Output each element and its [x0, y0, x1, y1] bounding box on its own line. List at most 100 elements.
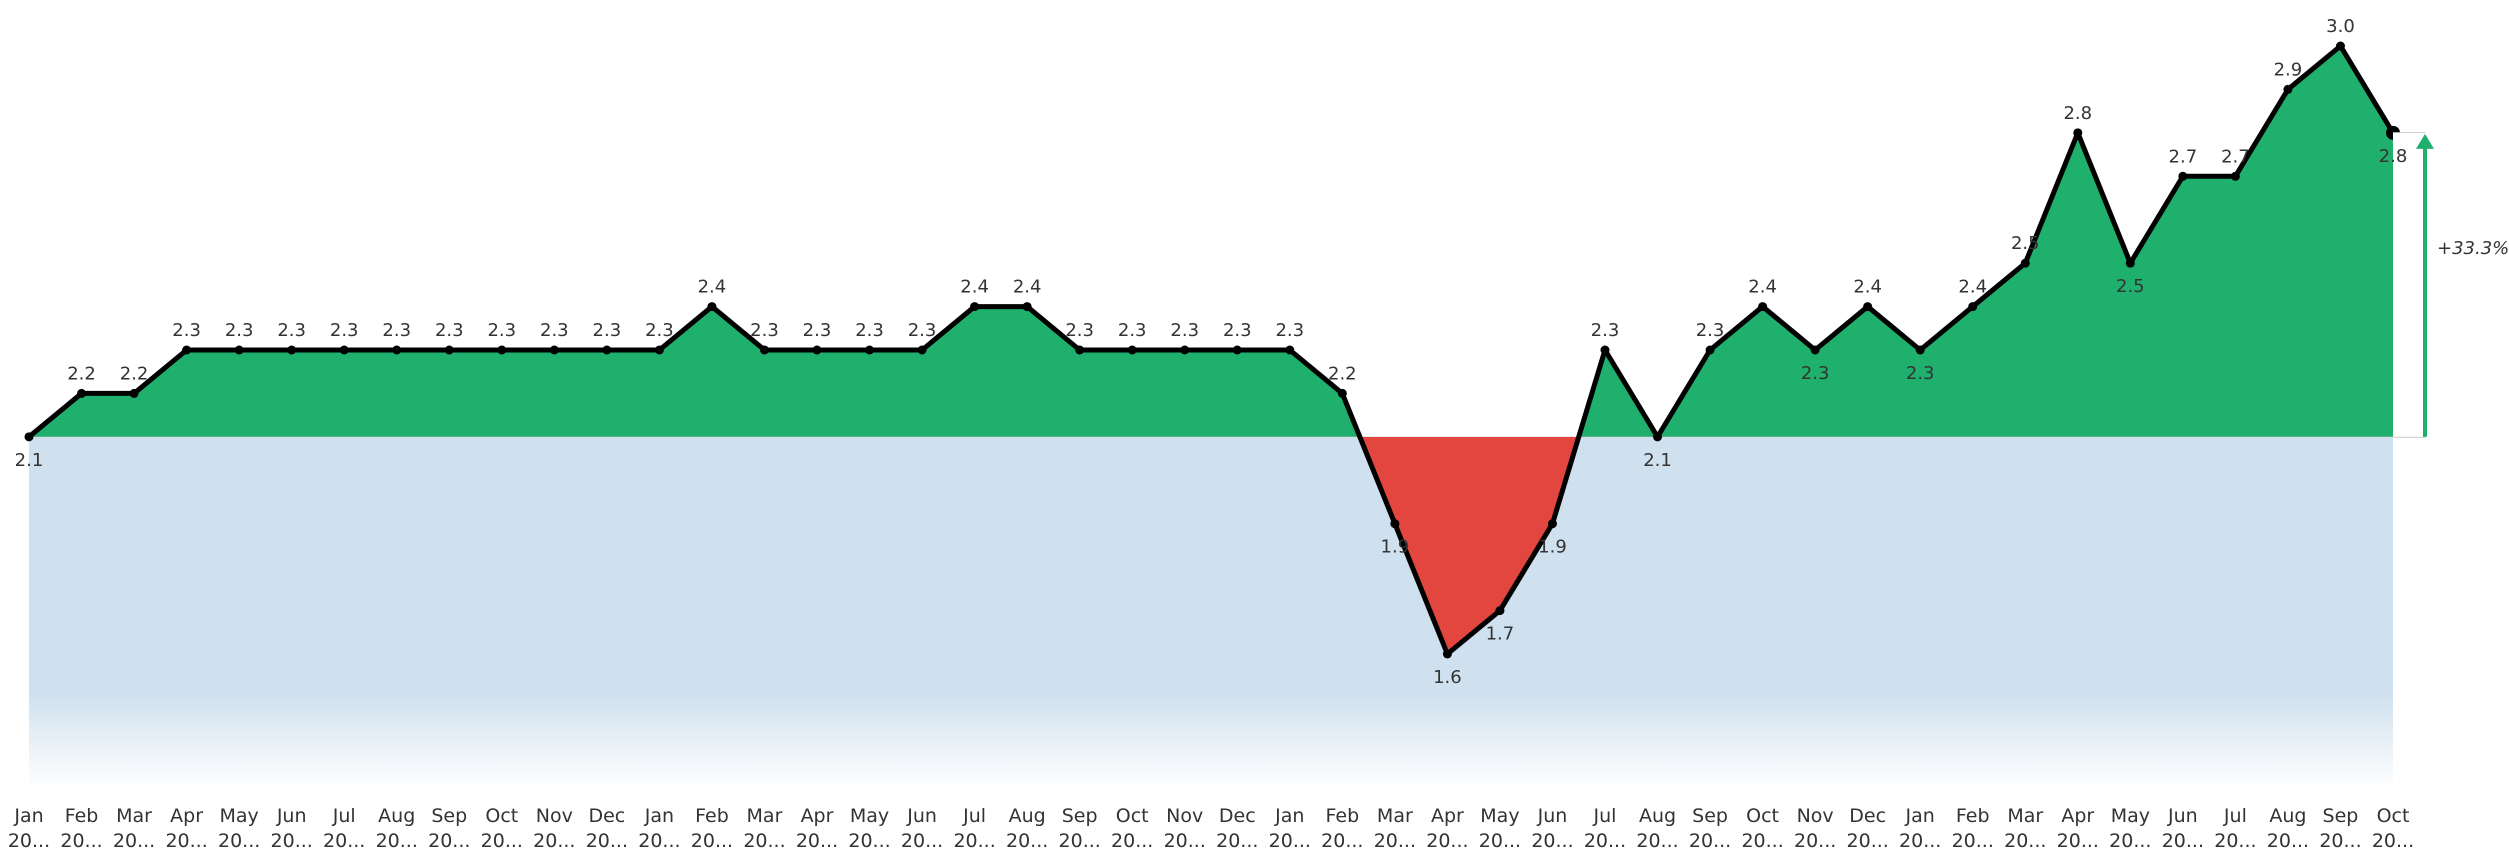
- data-point: [707, 302, 717, 312]
- x-tick-label: 20...: [113, 830, 155, 852]
- data-label: 3.0: [2326, 16, 2355, 37]
- x-tick-label: May: [219, 805, 258, 827]
- x-tick-label: Mar: [747, 805, 783, 827]
- x-tick-label: 20...: [1374, 830, 1416, 852]
- x-tick-label: Jan: [1905, 805, 1935, 827]
- x-tick-label: 20...: [481, 830, 523, 852]
- data-point: [234, 345, 244, 355]
- data-label: 2.4: [960, 277, 989, 298]
- data-label: 2.4: [698, 277, 727, 298]
- change-bracket: [2393, 132, 2425, 437]
- x-tick-label: 20...: [2162, 830, 2204, 852]
- data-point: [602, 345, 612, 355]
- data-label: 2.3: [1906, 363, 1935, 384]
- data-point: [1232, 345, 1242, 355]
- data-point: [2125, 258, 2135, 268]
- data-point: [1075, 345, 1085, 355]
- x-tick-label: Sep: [431, 805, 467, 827]
- x-tick-label: 20...: [1584, 830, 1626, 852]
- data-point: [2020, 258, 2030, 268]
- x-tick-label: Feb: [65, 805, 99, 827]
- x-tick-label: 20...: [2057, 830, 2099, 852]
- x-tick-label: 20...: [743, 830, 785, 852]
- data-label: 2.3: [435, 320, 464, 341]
- x-tick-label: 20...: [1216, 830, 1258, 852]
- data-point: [1915, 345, 1925, 355]
- data-point: [1442, 649, 1452, 659]
- x-tick-label: Jun: [906, 805, 937, 827]
- x-tick-label: Apr: [801, 805, 834, 827]
- x-tick-label: 20...: [1952, 830, 1994, 852]
- x-tick-label: 20...: [638, 830, 680, 852]
- data-label: 1.6: [1433, 667, 1462, 688]
- x-tick-label: 20...: [218, 830, 260, 852]
- x-tick-label: 20...: [1847, 830, 1889, 852]
- data-point: [2073, 128, 2083, 138]
- x-tick-label: 20...: [2109, 830, 2151, 852]
- data-point: [759, 345, 769, 355]
- x-tick-label: Mar: [2007, 805, 2043, 827]
- x-tick-label: 20...: [1059, 830, 1101, 852]
- x-tick-label: May: [2111, 805, 2150, 827]
- x-tick-label: Dec: [1219, 805, 1256, 827]
- x-tick-label: Aug: [1639, 805, 1676, 827]
- data-label: 2.7: [2221, 146, 2250, 167]
- data-label: 2.8: [2379, 146, 2408, 167]
- x-tick-label: Oct: [485, 805, 518, 827]
- data-label: 2.2: [1328, 363, 1357, 384]
- x-tick-label: Jan: [1274, 805, 1304, 827]
- x-tick-label: Jul: [1593, 805, 1617, 827]
- data-label: 1.7: [1486, 624, 1515, 645]
- data-label: 2.3: [330, 320, 359, 341]
- x-tick-label: 20...: [165, 830, 207, 852]
- data-label: 1.9: [1538, 537, 1567, 558]
- x-tick-label: 20...: [1531, 830, 1573, 852]
- x-tick-label: 20...: [1111, 830, 1153, 852]
- x-tick-label: 20...: [1479, 830, 1521, 852]
- x-tick-label: 20...: [428, 830, 470, 852]
- x-tick-label: Jan: [13, 805, 43, 827]
- data-point: [287, 345, 297, 355]
- data-point: [1705, 345, 1715, 355]
- data-point: [549, 345, 559, 355]
- data-label: 2.1: [1643, 450, 1672, 471]
- data-label: 2.3: [645, 320, 674, 341]
- x-tick-label: 20...: [691, 830, 733, 852]
- x-tick-label: 20...: [271, 830, 313, 852]
- x-tick-label: Oct: [1116, 805, 1149, 827]
- data-label: 2.3: [172, 320, 201, 341]
- x-tick-label: Jul: [962, 805, 986, 827]
- data-point: [2283, 84, 2293, 94]
- x-tick-label: 20...: [796, 830, 838, 852]
- data-label: 2.3: [1591, 320, 1620, 341]
- data-label: 2.1: [15, 450, 44, 471]
- x-tick-label: Jun: [2167, 805, 2198, 827]
- x-tick-label: 20...: [533, 830, 575, 852]
- data-label: 2.3: [225, 320, 254, 341]
- data-point: [1390, 519, 1400, 529]
- x-tick-label: Aug: [2269, 805, 2306, 827]
- area-above-baseline: [29, 46, 2393, 437]
- x-tick-label: 20...: [323, 830, 365, 852]
- x-tick-label: Jun: [276, 805, 307, 827]
- data-label: 2.3: [1118, 320, 1147, 341]
- series-line: [26, 43, 2396, 657]
- x-tick-label: 20...: [2214, 830, 2256, 852]
- data-label: 2.3: [382, 320, 411, 341]
- x-tick-label: Nov: [536, 805, 573, 827]
- data-point: [2178, 171, 2188, 181]
- area-below-baseline: [1359, 436, 1579, 654]
- x-tick-label: Feb: [695, 805, 729, 827]
- x-tick-label: 20...: [8, 830, 50, 852]
- x-tick-label: Apr: [170, 805, 203, 827]
- x-tick-label: 20...: [1321, 830, 1363, 852]
- x-tick-label: Sep: [1062, 805, 1098, 827]
- x-tick-label: 20...: [2319, 830, 2361, 852]
- x-tick-label: Aug: [378, 805, 415, 827]
- data-label: 2.3: [1696, 320, 1725, 341]
- change-label: +33.3%: [2437, 238, 2509, 259]
- x-tick-label: Feb: [1956, 805, 1990, 827]
- data-point: [444, 345, 454, 355]
- data-label: 2.3: [803, 320, 832, 341]
